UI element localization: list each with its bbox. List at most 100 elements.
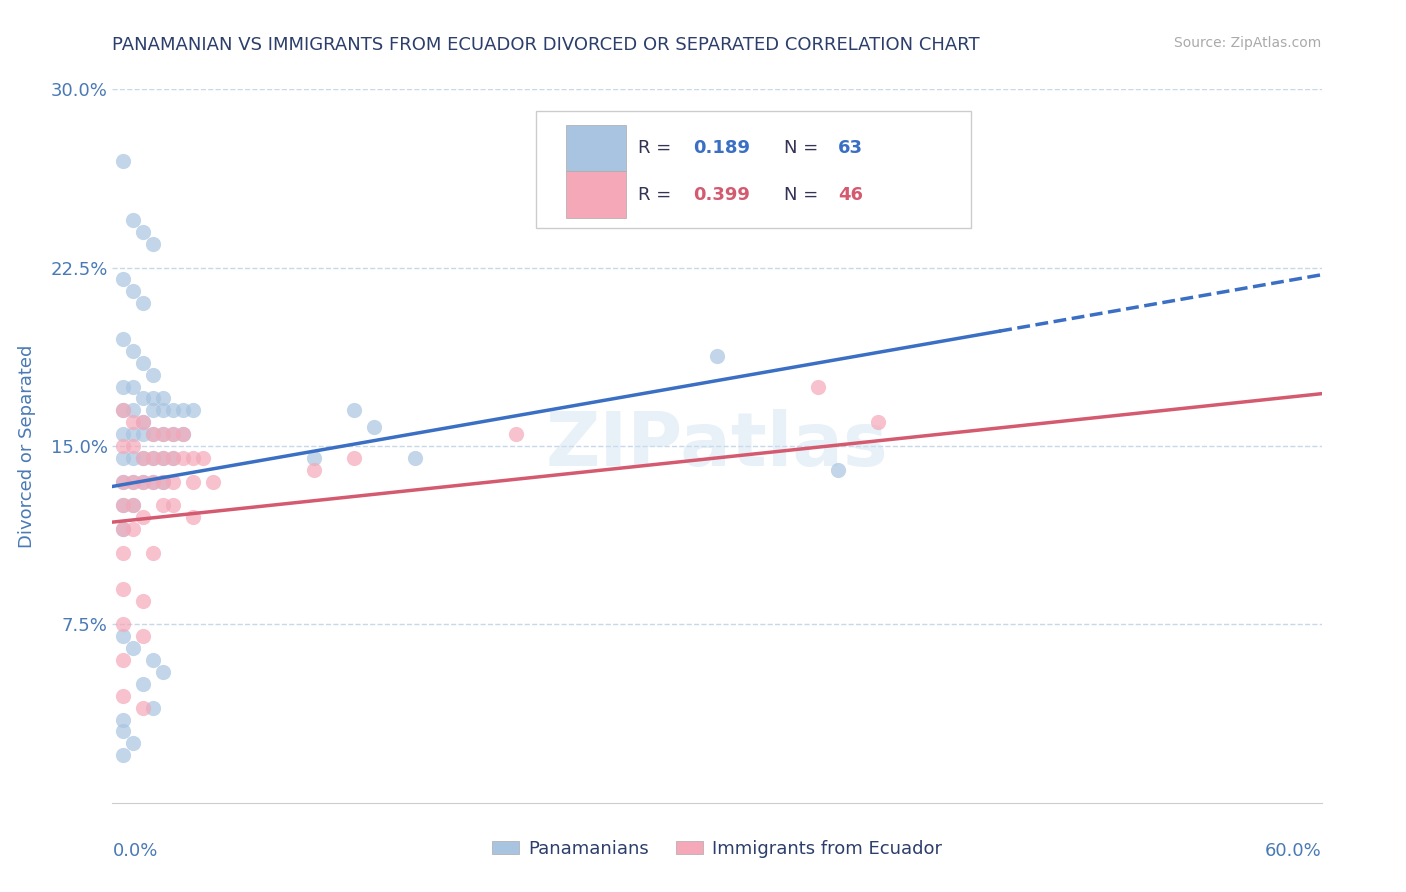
- Point: [121, 475, 143, 489]
- Text: PANAMANIAN VS IMMIGRANTS FROM ECUADOR DIVORCED OR SEPARATED CORRELATION CHART: PANAMANIAN VS IMMIGRANTS FROM ECUADOR DI…: [112, 36, 980, 54]
- Point: [111, 427, 134, 442]
- Point: [162, 475, 184, 489]
- Point: [121, 285, 143, 299]
- Text: 60.0%: 60.0%: [1265, 842, 1322, 860]
- Point: [111, 403, 134, 417]
- Point: [162, 427, 184, 442]
- Point: [181, 403, 204, 417]
- Point: [868, 415, 890, 429]
- Point: [152, 450, 174, 465]
- Point: [111, 153, 134, 168]
- Point: [132, 450, 155, 465]
- Point: [152, 475, 174, 489]
- Point: [111, 713, 134, 727]
- Point: [111, 617, 134, 632]
- Point: [181, 450, 204, 465]
- Point: [111, 522, 134, 536]
- Point: [706, 349, 728, 363]
- Point: [111, 653, 134, 667]
- Point: [152, 392, 174, 406]
- Point: [132, 593, 155, 607]
- Point: [132, 392, 155, 406]
- Text: 0.0%: 0.0%: [112, 842, 157, 860]
- Point: [121, 343, 143, 358]
- Legend: Panamanians, Immigrants from Ecuador: Panamanians, Immigrants from Ecuador: [485, 833, 949, 865]
- Point: [142, 392, 165, 406]
- Point: [121, 641, 143, 656]
- Point: [142, 700, 165, 714]
- Point: [111, 499, 134, 513]
- Point: [121, 213, 143, 227]
- Point: [111, 475, 134, 489]
- Point: [162, 450, 184, 465]
- Point: [142, 450, 165, 465]
- Point: [121, 427, 143, 442]
- Point: [132, 415, 155, 429]
- Point: [162, 427, 184, 442]
- Text: ZIPatlas: ZIPatlas: [546, 409, 889, 483]
- Point: [111, 475, 134, 489]
- Point: [121, 522, 143, 536]
- Point: [111, 582, 134, 596]
- Point: [111, 439, 134, 453]
- Point: [132, 475, 155, 489]
- Point: [121, 403, 143, 417]
- Point: [111, 748, 134, 763]
- Point: [505, 427, 527, 442]
- Point: [142, 236, 165, 251]
- Point: [132, 510, 155, 524]
- Point: [132, 356, 155, 370]
- Point: [152, 499, 174, 513]
- Text: 46: 46: [838, 186, 863, 203]
- Text: R =: R =: [638, 139, 678, 157]
- FancyBboxPatch shape: [536, 111, 972, 228]
- Point: [121, 415, 143, 429]
- Point: [152, 450, 174, 465]
- Point: [172, 427, 194, 442]
- Text: R =: R =: [638, 186, 678, 203]
- Point: [132, 296, 155, 310]
- Point: [111, 522, 134, 536]
- Point: [121, 379, 143, 393]
- FancyBboxPatch shape: [565, 171, 626, 218]
- Point: [132, 677, 155, 691]
- FancyBboxPatch shape: [565, 125, 626, 171]
- Point: [404, 450, 426, 465]
- Point: [202, 475, 225, 489]
- Text: 0.399: 0.399: [693, 186, 749, 203]
- Point: [142, 546, 165, 560]
- Text: N =: N =: [783, 139, 824, 157]
- Point: [121, 475, 143, 489]
- Point: [142, 427, 165, 442]
- Point: [132, 225, 155, 239]
- Point: [111, 403, 134, 417]
- Point: [172, 403, 194, 417]
- Point: [132, 450, 155, 465]
- Point: [132, 629, 155, 643]
- Point: [132, 427, 155, 442]
- Point: [111, 332, 134, 346]
- Point: [181, 475, 204, 489]
- Point: [343, 450, 366, 465]
- Point: [111, 499, 134, 513]
- Point: [142, 450, 165, 465]
- Point: [142, 653, 165, 667]
- Point: [111, 272, 134, 286]
- Point: [142, 475, 165, 489]
- Point: [111, 379, 134, 393]
- Point: [121, 499, 143, 513]
- Text: Source: ZipAtlas.com: Source: ZipAtlas.com: [1174, 36, 1322, 50]
- Point: [343, 403, 366, 417]
- Point: [111, 629, 134, 643]
- Point: [121, 499, 143, 513]
- Point: [121, 736, 143, 750]
- Point: [302, 463, 325, 477]
- Point: [111, 546, 134, 560]
- Point: [142, 368, 165, 382]
- Point: [132, 415, 155, 429]
- Point: [142, 475, 165, 489]
- Point: [152, 427, 174, 442]
- Point: [132, 700, 155, 714]
- Point: [162, 403, 184, 417]
- Point: [152, 427, 174, 442]
